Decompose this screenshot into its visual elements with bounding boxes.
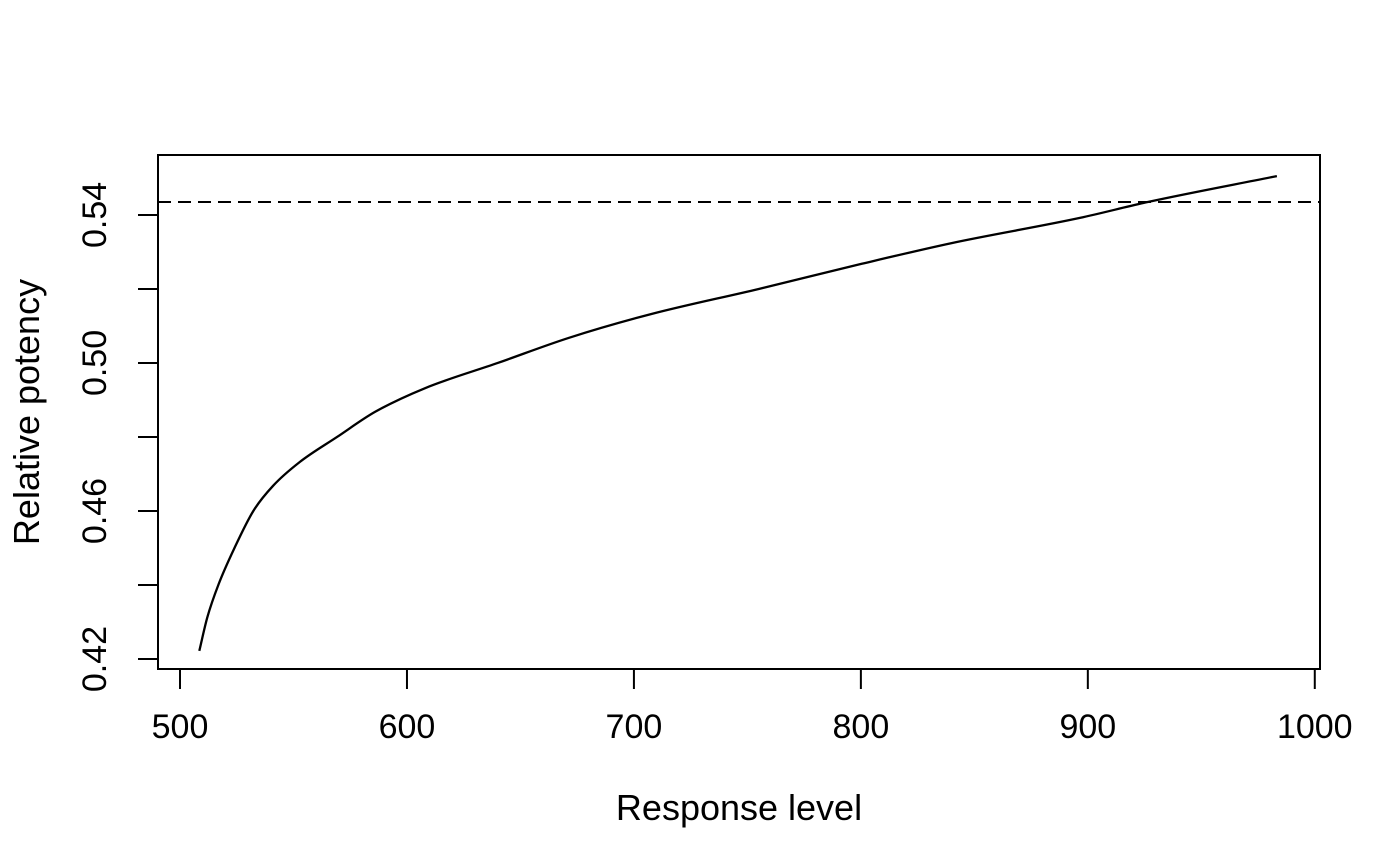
y-tick-label: 0.46 xyxy=(76,478,114,544)
y-tick-label: 0.42 xyxy=(76,626,114,692)
x-tick-label: 800 xyxy=(833,708,890,746)
x-tick-label: 700 xyxy=(606,708,663,746)
x-tick-label: 900 xyxy=(1059,708,1116,746)
plot-box xyxy=(157,154,1321,670)
y-tick-label: 0.50 xyxy=(76,330,114,396)
x-tick-label: 600 xyxy=(379,708,436,746)
y-axis-title: Relative potency xyxy=(6,278,47,546)
y-tick-label: 0.54 xyxy=(76,182,114,248)
x-axis-title: Response level xyxy=(615,787,863,828)
x-tick-label: 1000 xyxy=(1277,708,1353,746)
relative-potency-vs-response-curve xyxy=(198,174,1278,652)
x-tick-label: 500 xyxy=(152,708,209,746)
